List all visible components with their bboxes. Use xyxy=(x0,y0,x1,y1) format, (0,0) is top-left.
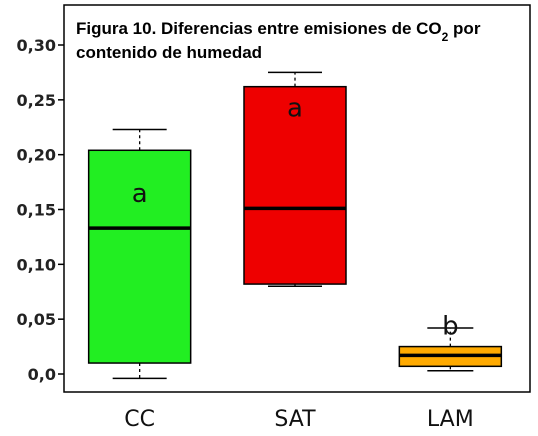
y-tick-label: 0,20 xyxy=(17,146,56,165)
box-body xyxy=(243,85,347,285)
boxes-group: a a b xyxy=(87,71,503,380)
box-sat: a xyxy=(243,71,347,288)
y-tick-label: 0,10 xyxy=(17,255,56,274)
x-category-label: CC xyxy=(124,407,155,432)
box-cc: a xyxy=(87,128,192,380)
group-letter: b xyxy=(442,312,459,342)
group-letter: a xyxy=(287,94,303,124)
x-category-label: LAM xyxy=(427,407,474,432)
chart-title-line-1: Figura 10. Diferencias entre emisiones d… xyxy=(76,19,481,44)
chart-title-line-2: contenido de humedad xyxy=(76,43,262,62)
y-tick-label: 0,30 xyxy=(17,36,56,55)
y-tick-label: 0,0 xyxy=(28,365,56,384)
box-body xyxy=(87,149,192,364)
y-tick-label: 0,15 xyxy=(17,201,56,220)
y-axis: 0,0 0,05 0,10 0,15 0,20 0,25 0,30 xyxy=(17,36,64,384)
x-axis-labels: CC SAT LAM xyxy=(124,407,473,432)
y-tick-label: 0,05 xyxy=(17,310,56,329)
group-letter: a xyxy=(132,179,148,209)
plot-frame xyxy=(63,4,531,393)
x-category-label: SAT xyxy=(274,407,316,432)
box-lam: b xyxy=(398,312,503,372)
y-tick-label: 0,25 xyxy=(17,91,56,110)
